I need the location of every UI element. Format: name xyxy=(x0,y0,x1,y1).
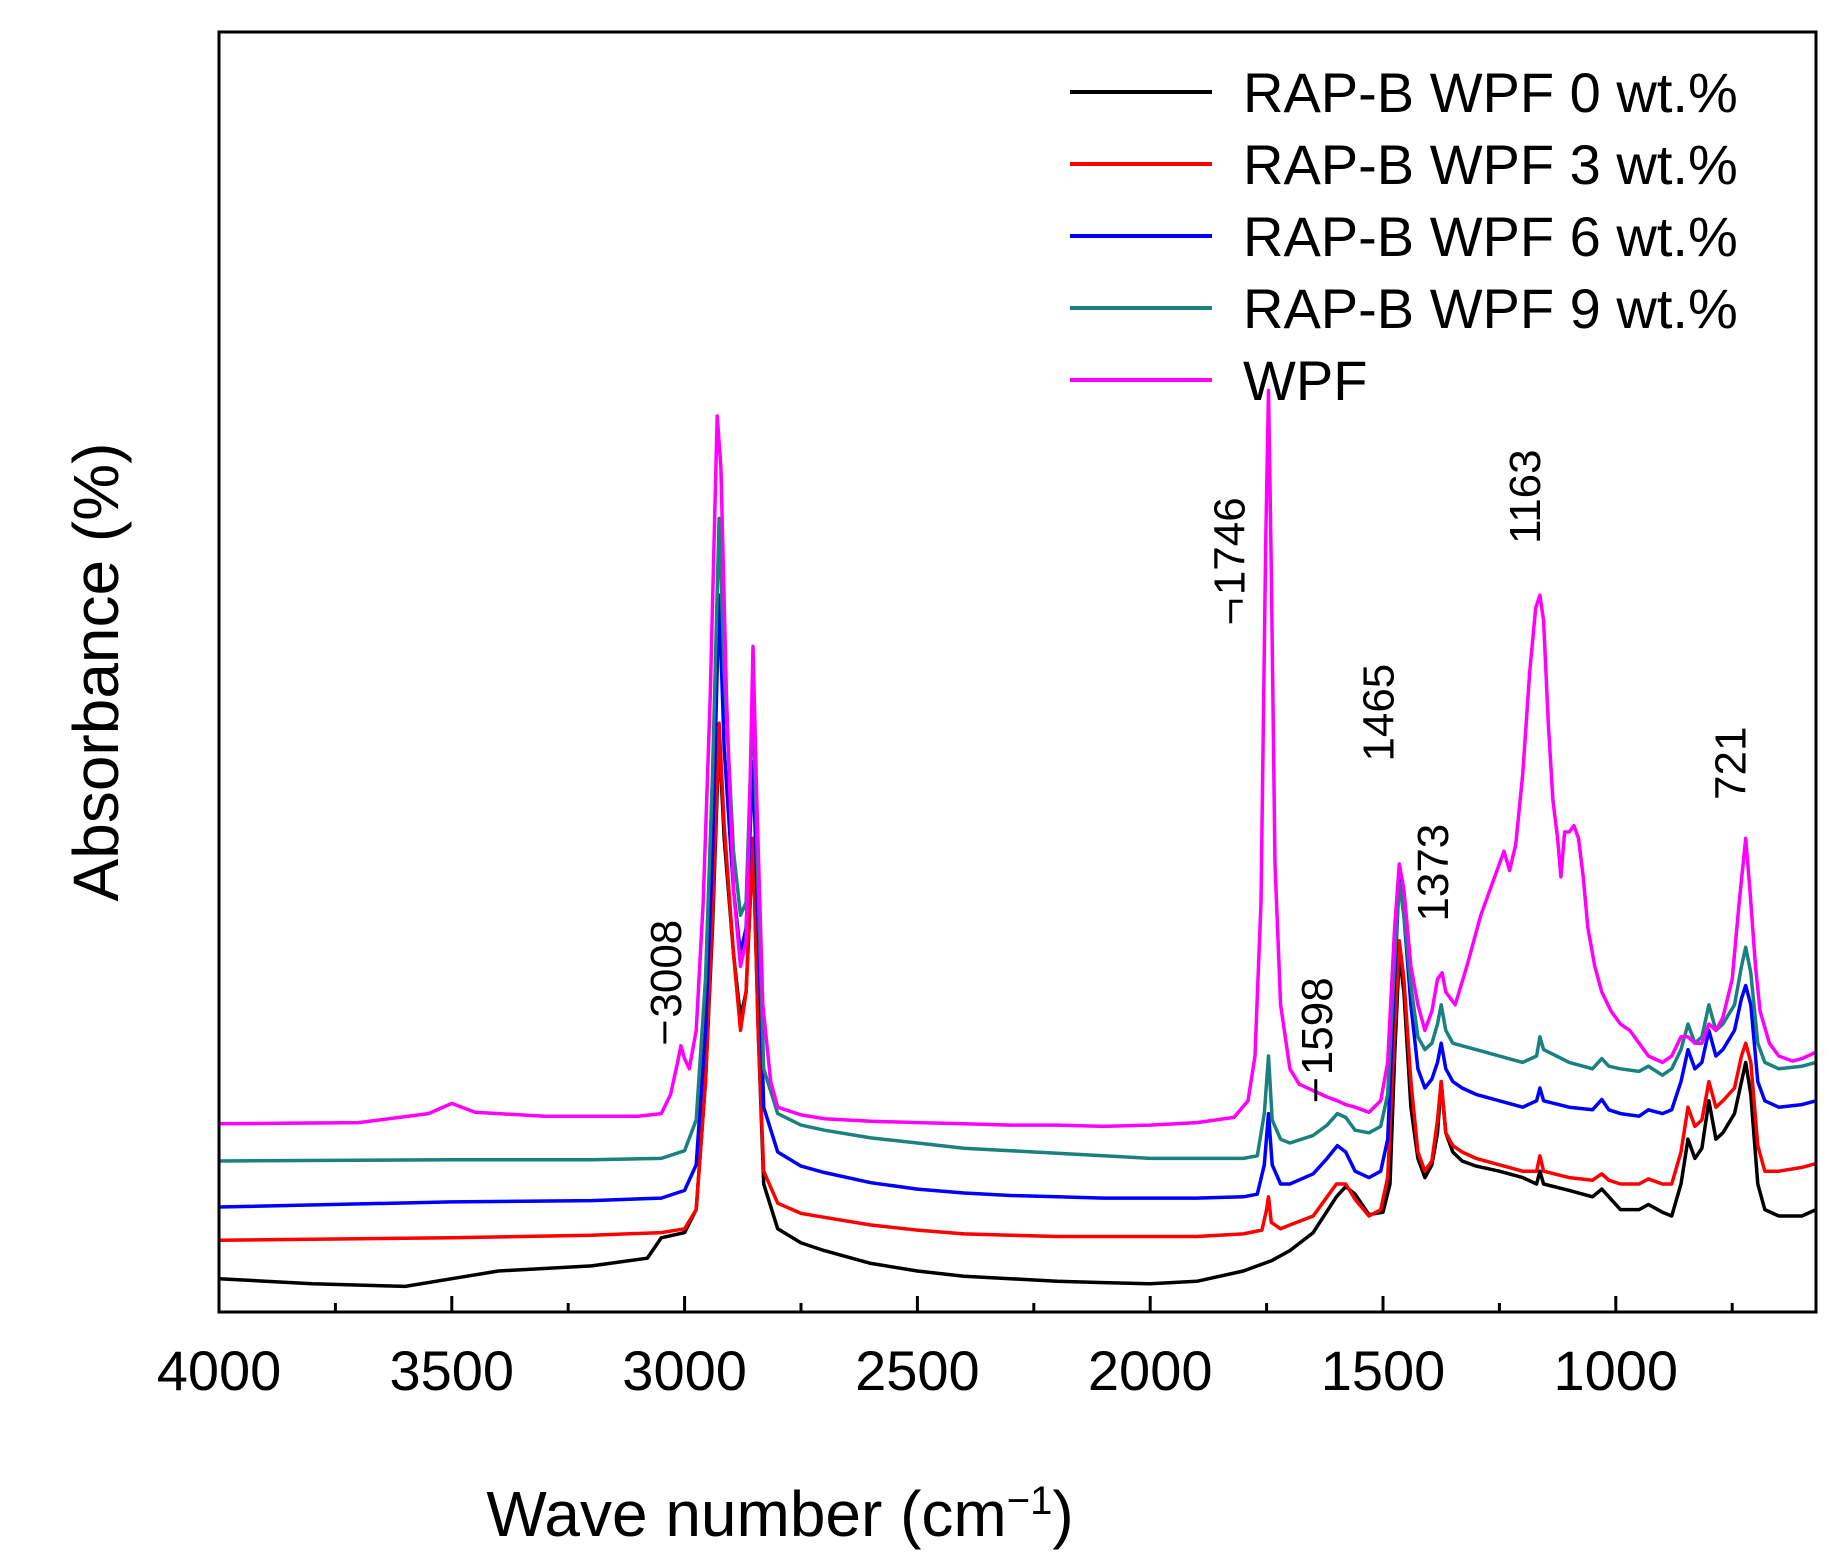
peak-annotation-1373: 1373 xyxy=(1409,824,1458,922)
legend-label-4: WPF xyxy=(1243,349,1367,412)
peak-marker-1746 xyxy=(1229,599,1243,624)
peak-label-3008: 3008 xyxy=(642,920,691,1018)
peak-label-1373: 1373 xyxy=(1409,824,1458,922)
plot-frame xyxy=(217,30,1818,1314)
x-tick-label-4000: 4000 xyxy=(157,1339,282,1402)
series-line-1 xyxy=(218,721,1817,1243)
legend-label-1: RAP-B WPF 3 wt.% xyxy=(1243,133,1738,196)
legend-label-0: RAP-B WPF 0 wt.% xyxy=(1243,61,1738,124)
peak-annotation-721: 721 xyxy=(1707,727,1756,800)
peak-label-721: 721 xyxy=(1707,727,1756,800)
x-tick-label-3000: 3000 xyxy=(622,1339,747,1402)
peak-label-1163: 1163 xyxy=(1501,449,1550,544)
x-tick-label-2000: 2000 xyxy=(1088,1339,1213,1402)
x-axis-title-main: Wave number (cm xyxy=(486,1478,1006,1550)
x-axis-ticks: 4000 3500 3000 2500 2000 1500 1000 xyxy=(157,1296,1734,1402)
peak-label-1465: 1465 xyxy=(1355,664,1404,762)
peak-annotations: 3008 1746 1598 1465 1373 1163 721 xyxy=(642,449,1756,1102)
legend-label-2: RAP-B WPF 6 wt.% xyxy=(1243,205,1738,268)
peak-label-1598: 1598 xyxy=(1293,977,1342,1075)
x-axis-title-close: ) xyxy=(1052,1478,1073,1550)
legend-label-3: RAP-B WPF 9 wt.% xyxy=(1243,277,1738,340)
x-tick-label-3500: 3500 xyxy=(390,1339,515,1402)
peak-label-1746: 1746 xyxy=(1206,497,1255,595)
x-tick-label-1500: 1500 xyxy=(1321,1339,1446,1402)
x-tick-label-2500: 2500 xyxy=(855,1339,980,1402)
peak-annotation-3008: 3008 xyxy=(642,920,691,1044)
series-layer xyxy=(218,388,1817,1289)
y-axis-title: Absorbance (%) xyxy=(60,443,132,902)
peak-annotation-1598: 1598 xyxy=(1293,977,1342,1102)
x-tick-label-1000: 1000 xyxy=(1554,1339,1679,1402)
x-axis-title-exponent: −1 xyxy=(1007,1479,1053,1523)
peak-annotation-1163: 1163 xyxy=(1501,449,1550,544)
series-line-4 xyxy=(218,388,1817,1129)
x-axis-title: Wave number (cm−1) xyxy=(486,1478,1073,1550)
legend: RAP-B WPF 0 wt.% RAP-B WPF 3 wt.% RAP-B WP… xyxy=(1070,61,1738,412)
peak-annotation-1465: 1465 xyxy=(1355,664,1404,762)
peak-annotation-1746: 1746 xyxy=(1206,497,1255,624)
